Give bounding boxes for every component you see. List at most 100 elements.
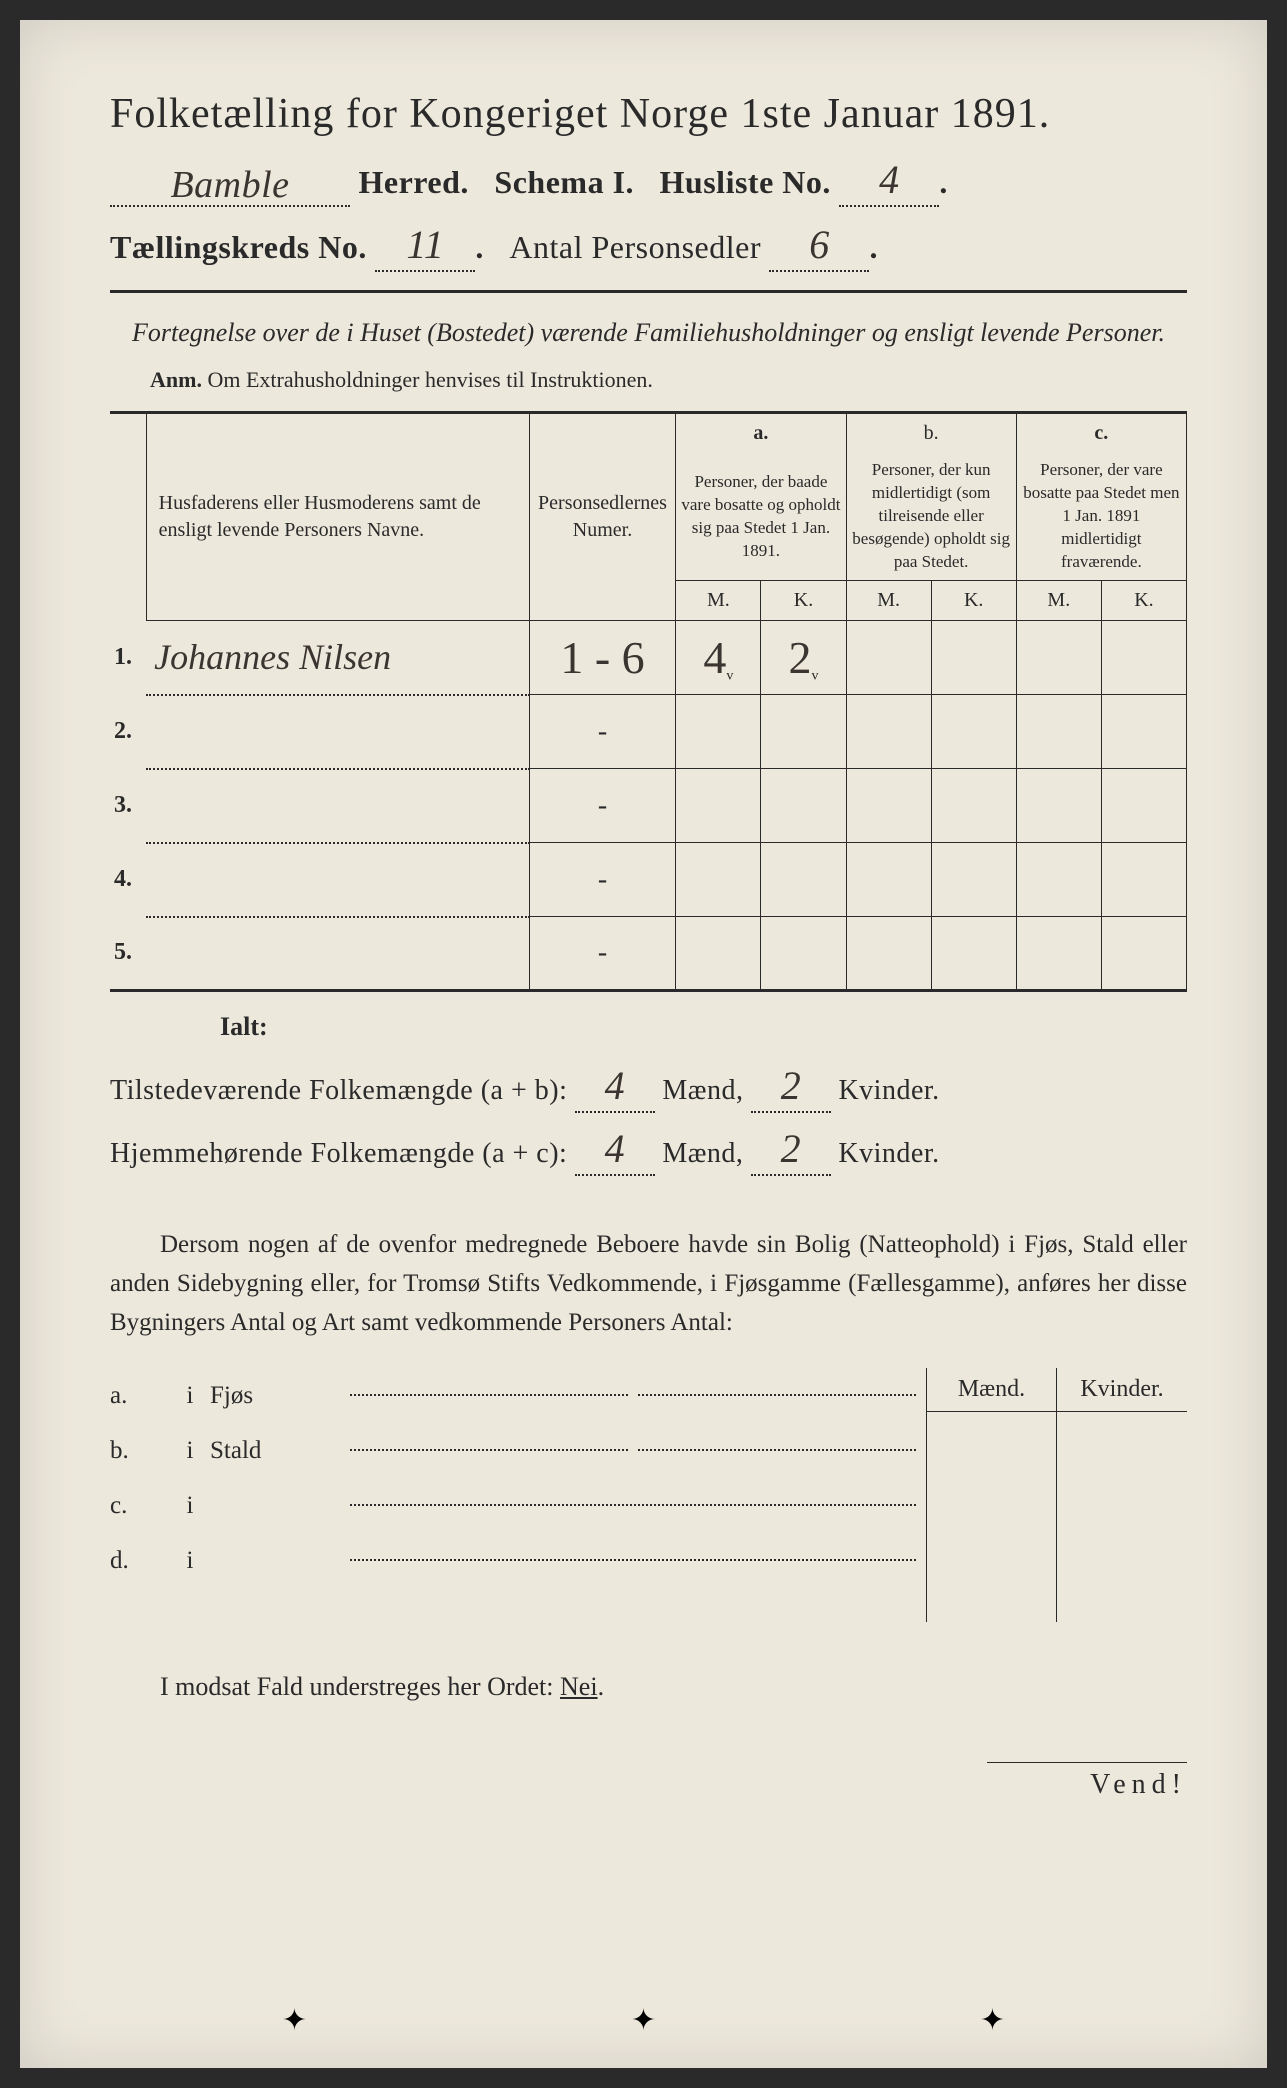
divider: [110, 290, 1187, 293]
c-m-cell: [1016, 769, 1101, 843]
mk-kvinder-header: Kvinder.: [1057, 1368, 1187, 1412]
row-c: c.i: [110, 1478, 926, 1533]
col-b-text: Personer, der kun midlertidigt (som tilr…: [846, 453, 1016, 580]
name-cell: [146, 843, 529, 917]
col-a-m: M.: [676, 581, 761, 621]
col-c-header: c.: [1016, 413, 1186, 454]
a-m-cell: 4v: [676, 621, 761, 695]
modsat-line: I modsat Fald understreges her Ordet: Ne…: [160, 1672, 1187, 1702]
numer-cell: -: [529, 917, 676, 991]
kreds-label: Tællingskreds No.: [110, 229, 367, 265]
c-k-cell: [1101, 843, 1186, 917]
personsedler-value: 6: [809, 222, 830, 267]
building-paragraph: Dersom nogen af de ovenfor medregnede Be…: [110, 1226, 1187, 1342]
c-m-cell: [1016, 843, 1101, 917]
numer-cell: -: [529, 695, 676, 769]
c-m-cell: [1016, 621, 1101, 695]
binding-holes: ✦✦✦: [20, 2003, 1267, 2038]
header-line-2: Bamble Herred. Schema I. Husliste No. 4.: [110, 156, 1187, 207]
b-m-cell: [846, 843, 931, 917]
a-k-cell: [761, 843, 846, 917]
form-title: Folketælling for Kongeriget Norge 1ste J…: [110, 90, 1187, 138]
row-number: 2.: [110, 695, 146, 769]
numer-cell: -: [529, 769, 676, 843]
name-cell: [146, 695, 529, 769]
row-number: 1.: [110, 621, 146, 695]
mk-maend-col: Mænd.: [927, 1368, 1057, 1622]
personsedler-field: 6: [769, 221, 869, 272]
tilstede-m: 4: [605, 1063, 626, 1108]
b-m-cell: [846, 917, 931, 991]
row-number: 4.: [110, 843, 146, 917]
header-line-3: Tællingskreds No. 11. Antal Personsedler…: [110, 221, 1187, 272]
b-m-cell: [846, 621, 931, 695]
b-k-cell: [931, 621, 1016, 695]
col-c-k: K.: [1101, 581, 1186, 621]
tilstede-k: 2: [781, 1063, 802, 1108]
hjemme-m: 4: [605, 1126, 626, 1171]
kreds-field: 11: [375, 221, 475, 272]
kvinder-label-1: Kvinder.: [838, 1075, 939, 1106]
ialt-label: Ialt:: [220, 1012, 1187, 1042]
col-b-m: M.: [846, 581, 931, 621]
tilstede-k-field: 2: [751, 1062, 831, 1113]
hjemme-k: 2: [781, 1126, 802, 1171]
numer-cell: -: [529, 843, 676, 917]
row-d: d.i: [110, 1533, 926, 1588]
c-m-cell: [1016, 917, 1101, 991]
table-row: 4. -: [110, 843, 1187, 917]
a-m-cell: [676, 843, 761, 917]
table-row: 5. -: [110, 917, 1187, 991]
col-a-header: a.: [676, 413, 846, 454]
c-k-cell: [1101, 917, 1186, 991]
col-name: Husfaderens eller Husmoderens samt de en…: [146, 413, 529, 621]
mk-box: Mænd. Kvinder.: [926, 1368, 1187, 1622]
building-section: a.iFjøs b.iStald c.i d.i Mænd. Kvinder.: [110, 1368, 1187, 1622]
b-k-cell: [931, 843, 1016, 917]
name-cell: Johannes Nilsen: [146, 621, 529, 695]
table-row: 1.Johannes Nilsen1 - 64v2v: [110, 621, 1187, 695]
sum-hjemme: Hjemmehørende Folkemængde (a + c): 4 Mæn…: [110, 1125, 1187, 1176]
col-a-text: Personer, der baade vare bosatte og opho…: [676, 453, 846, 580]
c-m-cell: [1016, 695, 1101, 769]
husliste-value: 4: [879, 157, 900, 202]
col-c-m: M.: [1016, 581, 1101, 621]
herred-field: Bamble: [110, 159, 350, 207]
tilstede-m-field: 4: [575, 1062, 655, 1113]
maend-label-2: Mænd,: [662, 1138, 743, 1169]
schema-label: Schema I.: [494, 164, 634, 200]
mk-maend-header: Mænd.: [927, 1368, 1056, 1412]
census-form-page: Folketælling for Kongeriget Norge 1ste J…: [20, 20, 1267, 2068]
a-k-cell: [761, 769, 846, 843]
a-k-cell: [761, 695, 846, 769]
abcd-list: a.iFjøs b.iStald c.i d.i: [110, 1368, 926, 1622]
vend-label: Vend!: [987, 1762, 1187, 1801]
name-cell: [146, 769, 529, 843]
col-numer: Personsedlernes Numer.: [529, 413, 676, 621]
household-table: Husfaderens eller Husmoderens samt de en…: [110, 411, 1187, 992]
mk-kvinder-col: Kvinder.: [1057, 1368, 1187, 1622]
kvinder-label-2: Kvinder.: [838, 1138, 939, 1169]
herred-label: Herred.: [359, 164, 469, 200]
a-k-cell: 2v: [761, 621, 846, 695]
col-c-text: Personer, der vare bosatte paa Stedet me…: [1016, 453, 1186, 580]
sum-tilstede: Tilstedeværende Folkemængde (a + b): 4 M…: [110, 1062, 1187, 1113]
row-number: 3.: [110, 769, 146, 843]
b-k-cell: [931, 917, 1016, 991]
anm-note: Anm. Om Extrahusholdninger henvises til …: [150, 367, 1187, 393]
col-b-header: b.: [846, 413, 1016, 454]
intro-text: Fortegnelse over de i Huset (Bostedet) v…: [110, 315, 1187, 351]
hjemme-k-field: 2: [751, 1125, 831, 1176]
row-a: a.iFjøs: [110, 1368, 926, 1423]
table-row: 2. -: [110, 695, 1187, 769]
col-a-k: K.: [761, 581, 846, 621]
tilstede-label: Tilstedeværende Folkemængde (a + b):: [110, 1075, 567, 1106]
husliste-field: 4: [839, 156, 939, 207]
maend-label-1: Mænd,: [662, 1075, 743, 1106]
table-row: 3. -: [110, 769, 1187, 843]
a-m-cell: [676, 695, 761, 769]
kreds-value: 11: [406, 222, 444, 267]
personsedler-label: Antal Personsedler: [509, 229, 761, 265]
row-number: 5.: [110, 917, 146, 991]
a-m-cell: [676, 917, 761, 991]
